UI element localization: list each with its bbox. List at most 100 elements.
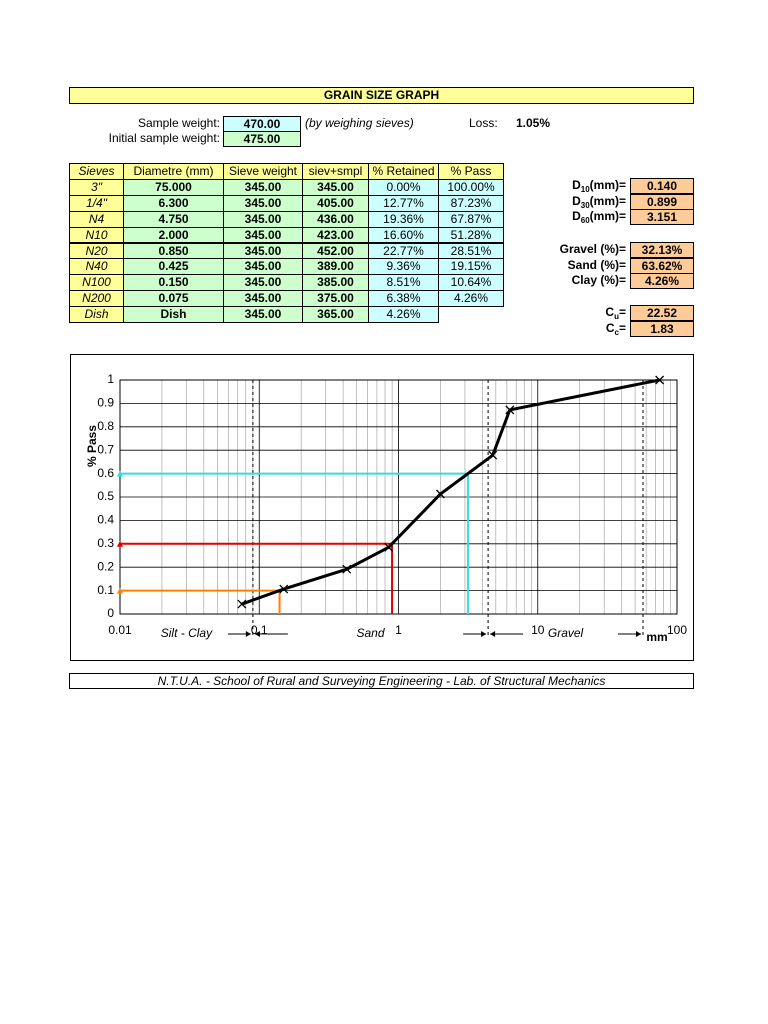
label: Loss: — [469, 116, 498, 130]
x-tick-label: 0.01 — [108, 623, 132, 637]
cell: N10 — [69, 226, 124, 244]
reference-marker — [117, 540, 123, 547]
cell: 345.00 — [223, 194, 303, 212]
data-point — [655, 375, 665, 385]
result-value: 0.899 — [630, 193, 694, 210]
cell: 345.00 — [223, 242, 303, 260]
y-tick-label: 0.2 — [97, 559, 114, 573]
cell: 10.64% — [438, 274, 504, 292]
cell: 2.000 — [123, 226, 224, 244]
arrow-head — [490, 631, 496, 637]
result-value: 4.26% — [630, 273, 694, 290]
cell: N200 — [69, 290, 124, 308]
x-tick-label: 10 — [531, 623, 545, 637]
result-value: 0.140 — [630, 178, 694, 194]
result-label: Sand (%)= — [567, 257, 626, 272]
label: Initial sample weight: — [108, 131, 220, 145]
cell: 389.00 — [302, 258, 369, 276]
label: D — [572, 209, 581, 224]
zone-label: Gravel — [548, 626, 584, 640]
y-tick-label: 0.9 — [97, 396, 114, 410]
cell: 22.77% — [368, 242, 439, 260]
cell: 0.850 — [123, 242, 224, 260]
cell: N4 — [69, 210, 124, 228]
footer: N.T.U.A. - School of Rural and Surveying… — [69, 673, 694, 689]
cell: Dish — [123, 306, 224, 323]
cell: 405.00 — [302, 194, 369, 212]
cell: 75.000 — [123, 178, 224, 196]
cell: 0.075 — [123, 290, 224, 308]
cell: 423.00 — [302, 226, 369, 244]
cell: N20 — [69, 242, 124, 260]
label: (mm)= — [589, 209, 626, 224]
result-label: Cu= — [520, 305, 626, 324]
arrow-head — [636, 631, 642, 637]
data-point — [505, 405, 515, 415]
arrow-head — [245, 631, 251, 637]
label: (mm)= — [589, 193, 626, 208]
cell: 3" — [69, 178, 124, 196]
arrow-head — [481, 631, 487, 637]
y-tick-label: 0.6 — [97, 466, 114, 480]
label: Sample weight: — [137, 116, 220, 130]
cell: 4.26% — [438, 290, 504, 308]
data-point — [342, 564, 352, 574]
result-label: D60(mm)= — [520, 209, 626, 228]
cell: 28.51% — [438, 242, 504, 260]
label: C — [605, 321, 615, 335]
cell: 9.36% — [368, 258, 439, 276]
cell: 365.00 — [302, 306, 369, 323]
label: C — [605, 305, 615, 319]
column-header: siev+smpl — [302, 163, 369, 180]
cell: 345.00 — [302, 178, 369, 196]
cell: 12.77% — [368, 194, 439, 212]
chart-frame — [70, 354, 694, 661]
subscript: c — [614, 328, 619, 337]
zone-label: Sand — [356, 626, 384, 640]
label: = — [618, 321, 626, 335]
x-tick-label: 100 — [667, 623, 687, 637]
cell: 345.00 — [223, 226, 303, 244]
cell: 345.00 — [223, 306, 303, 323]
result-label: D30(mm)= — [520, 194, 626, 213]
cell: 345.00 — [223, 178, 303, 196]
data-point — [237, 599, 247, 609]
data-line — [241, 378, 660, 606]
cell: 0.425 — [123, 258, 224, 276]
data-point — [435, 489, 445, 499]
cell: 436.00 — [302, 210, 369, 228]
data-point — [488, 450, 498, 460]
result-value: 3.151 — [630, 209, 694, 226]
cell: 385.00 — [302, 274, 369, 292]
value: 470.00 — [223, 116, 301, 132]
result-value: 22.52 — [630, 305, 694, 321]
y-tick-label: 0.1 — [97, 583, 114, 597]
y-tick-label: 0.7 — [97, 442, 114, 456]
column-header: Sieve weight — [223, 163, 303, 180]
arrow-head — [254, 631, 260, 637]
y-tick-label: 0.5 — [97, 489, 114, 503]
cell: 452.00 — [302, 242, 369, 260]
y-tick-label: 0.8 — [97, 419, 114, 433]
label: D — [572, 178, 581, 192]
subscript: 60 — [580, 216, 590, 226]
x-axis-label: mm — [646, 630, 667, 644]
x-tick-label: 1 — [395, 623, 402, 637]
cell: Dish — [69, 306, 124, 323]
subscript: 10 — [580, 185, 590, 194]
column-header: % Pass — [438, 163, 504, 180]
cell: 6.38% — [368, 290, 439, 308]
y-tick-label: 0.3 — [97, 536, 114, 550]
value: 1.05% — [516, 116, 551, 130]
cell: N100 — [69, 274, 124, 292]
subscript: u — [614, 312, 619, 321]
y-tick-label: 0 — [107, 606, 114, 620]
zone-label: Silt - Clay — [161, 626, 213, 640]
cell: 8.51% — [368, 274, 439, 292]
column-header: Diametre (mm) — [123, 163, 224, 180]
y-axis-label: % Pass — [85, 425, 99, 467]
y-tick-label: 0.4 — [97, 513, 114, 527]
cell: 345.00 — [223, 258, 303, 276]
reference-marker — [117, 587, 123, 594]
